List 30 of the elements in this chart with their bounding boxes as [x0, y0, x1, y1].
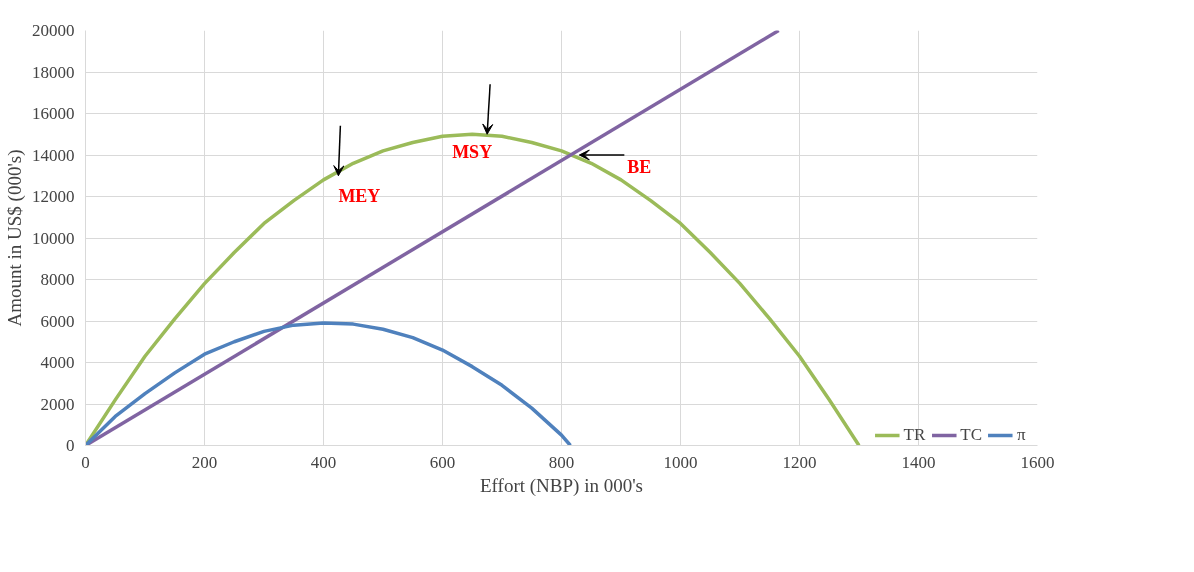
line-series: [85, 321, 573, 446]
y-tick-label: 4000: [40, 353, 75, 372]
y-tick-label: 10000: [32, 228, 75, 248]
x-tick-label: 800: [548, 452, 575, 472]
x-tick-label: 1200: [782, 452, 817, 472]
x-tick-label: 400: [310, 452, 337, 472]
y-tick-label: 20000: [32, 21, 75, 40]
x-tick-label: 1400: [901, 452, 936, 472]
y-tick-label: 18000: [32, 62, 75, 82]
x-tick-label: 1600: [1020, 452, 1055, 472]
x-axis-title: Effort (NBP) in 000's: [480, 474, 643, 497]
x-tick-label: 0: [81, 452, 90, 472]
annotation: MEY: [338, 185, 381, 206]
legend-label: π: [1017, 425, 1027, 445]
y-tick-label: 14000: [32, 145, 75, 165]
annotation: MSY: [452, 142, 493, 163]
y-tick-label: 8000: [40, 270, 75, 289]
line-series: [85, 132, 861, 446]
y-tick-label: 6000: [40, 311, 75, 331]
legend-label: TC: [960, 425, 982, 445]
y-tick-label: 12000: [32, 187, 75, 206]
y-tick-label: 0: [66, 436, 75, 455]
annotation: BE: [627, 157, 652, 177]
y-axis-title: Amount in US$ (000's): [4, 149, 26, 327]
legend-label: TR: [903, 425, 926, 445]
x-tick-label: 200: [191, 452, 218, 472]
x-tick-label: 600: [429, 452, 456, 472]
y-tick-label: 16000: [32, 104, 75, 123]
y-tick-label: 2000: [40, 394, 75, 414]
x-tick-label: 1000: [663, 452, 698, 472]
